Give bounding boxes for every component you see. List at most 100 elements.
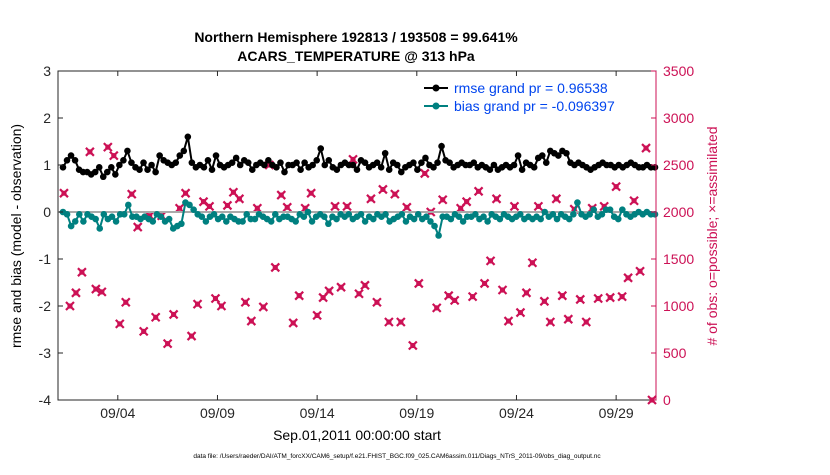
obs-count-marker — [276, 190, 287, 200]
y-right-tick-label: 2500 — [663, 157, 694, 173]
obs-marker-core — [452, 297, 458, 303]
bias-point — [239, 218, 246, 225]
obs-count-marker — [97, 287, 107, 297]
rmse-point — [108, 164, 115, 171]
bias-point — [598, 211, 606, 218]
obs-marker-core — [338, 284, 344, 290]
obs-marker-core — [117, 321, 123, 327]
bias-point — [619, 206, 626, 213]
rmse-point — [446, 159, 453, 166]
bias-point — [304, 208, 312, 216]
legend-bias-label: bias grand pr = -0.096397 — [454, 98, 615, 114]
obs-count-marker — [402, 202, 412, 213]
rmse-point — [297, 166, 304, 173]
obs-marker-core — [362, 282, 368, 288]
rmse-point — [128, 159, 135, 166]
rmse-point — [538, 152, 546, 159]
obs-marker-core — [123, 299, 129, 305]
bias-point — [614, 215, 622, 223]
obs-marker-core — [386, 319, 392, 325]
obs-marker-core — [440, 197, 446, 203]
obs-marker-core — [188, 333, 195, 339]
bias-point — [100, 211, 108, 218]
rmse-point — [325, 157, 333, 164]
legend-box — [418, 76, 650, 118]
rmse-point — [156, 152, 163, 159]
obs-count-markers — [59, 142, 657, 405]
bias-point — [606, 206, 614, 213]
y-left-tick-label: -3 — [39, 345, 52, 361]
bias-point — [149, 218, 157, 225]
obs-marker-core — [248, 318, 254, 324]
obs-marker-core — [505, 318, 512, 324]
bias-point — [186, 201, 193, 209]
rmse-point — [514, 152, 522, 159]
bias-point — [80, 218, 87, 225]
obs-count-marker — [91, 284, 101, 294]
bias-point — [574, 199, 581, 206]
obs-count-marker — [461, 196, 472, 207]
bias-point — [198, 213, 206, 220]
obs-marker-core — [129, 191, 135, 197]
y-right-tick-label: 0 — [663, 392, 671, 408]
bias-point — [402, 218, 410, 225]
obs-marker-core — [380, 186, 386, 193]
obs-count-marker — [557, 290, 568, 301]
bias-point — [590, 206, 598, 213]
bias-point — [565, 215, 573, 223]
obs-count-marker — [485, 256, 496, 266]
obs-marker-core — [356, 291, 362, 297]
obs-count-marker — [354, 289, 364, 299]
x-tick-label: 09/04 — [100, 405, 135, 421]
obs-count-marker — [71, 288, 81, 298]
obs-count-marker — [59, 188, 69, 198]
obs-marker-core — [547, 319, 553, 325]
obs-count-marker — [360, 280, 370, 291]
obs-marker-core — [625, 275, 631, 281]
obs-marker-core — [87, 149, 93, 155]
obs-count-marker — [641, 143, 651, 153]
bias-point — [472, 211, 479, 218]
obs-marker-core — [224, 202, 231, 209]
rmse-point — [651, 164, 659, 171]
obs-marker-core — [565, 316, 571, 322]
bias-point — [447, 215, 455, 223]
obs-count-marker — [515, 307, 526, 318]
rmse-point — [309, 161, 316, 169]
bias-point — [222, 218, 230, 225]
rmse-point — [486, 166, 494, 173]
rmse-point — [518, 166, 526, 173]
rmse-point — [555, 152, 562, 159]
obs-count-marker — [65, 301, 75, 311]
obs-count-marker — [593, 293, 603, 304]
bias-point — [251, 215, 259, 223]
bias-point — [398, 211, 406, 218]
obs-count-marker — [210, 293, 221, 304]
rmse-point — [301, 159, 308, 166]
obs-marker-core — [165, 341, 171, 347]
obs-count-marker — [551, 194, 562, 204]
obs-count-marker — [467, 291, 478, 302]
rmse-point — [377, 164, 385, 171]
rmse-point — [188, 159, 196, 166]
bias-point — [96, 225, 104, 232]
bias-point — [243, 211, 251, 218]
obs-marker-core — [206, 203, 213, 209]
rmse-point — [232, 154, 240, 162]
obs-count-marker — [503, 316, 514, 326]
bias-point — [480, 213, 487, 220]
obs-marker-core — [260, 304, 266, 310]
x-tick-label: 09/24 — [499, 405, 534, 421]
plot-area — [57, 70, 657, 401]
bias-point — [108, 213, 116, 220]
obs-count-marker — [497, 285, 508, 295]
bias-point — [202, 218, 210, 225]
obs-marker-core — [135, 224, 141, 230]
obs-marker-core — [308, 190, 314, 196]
bias-point — [165, 215, 173, 223]
bias-point — [218, 213, 226, 220]
obs-marker-core — [344, 203, 350, 209]
obs-count-marker — [629, 195, 639, 206]
bias-series — [59, 199, 659, 239]
bias-point — [345, 211, 353, 218]
